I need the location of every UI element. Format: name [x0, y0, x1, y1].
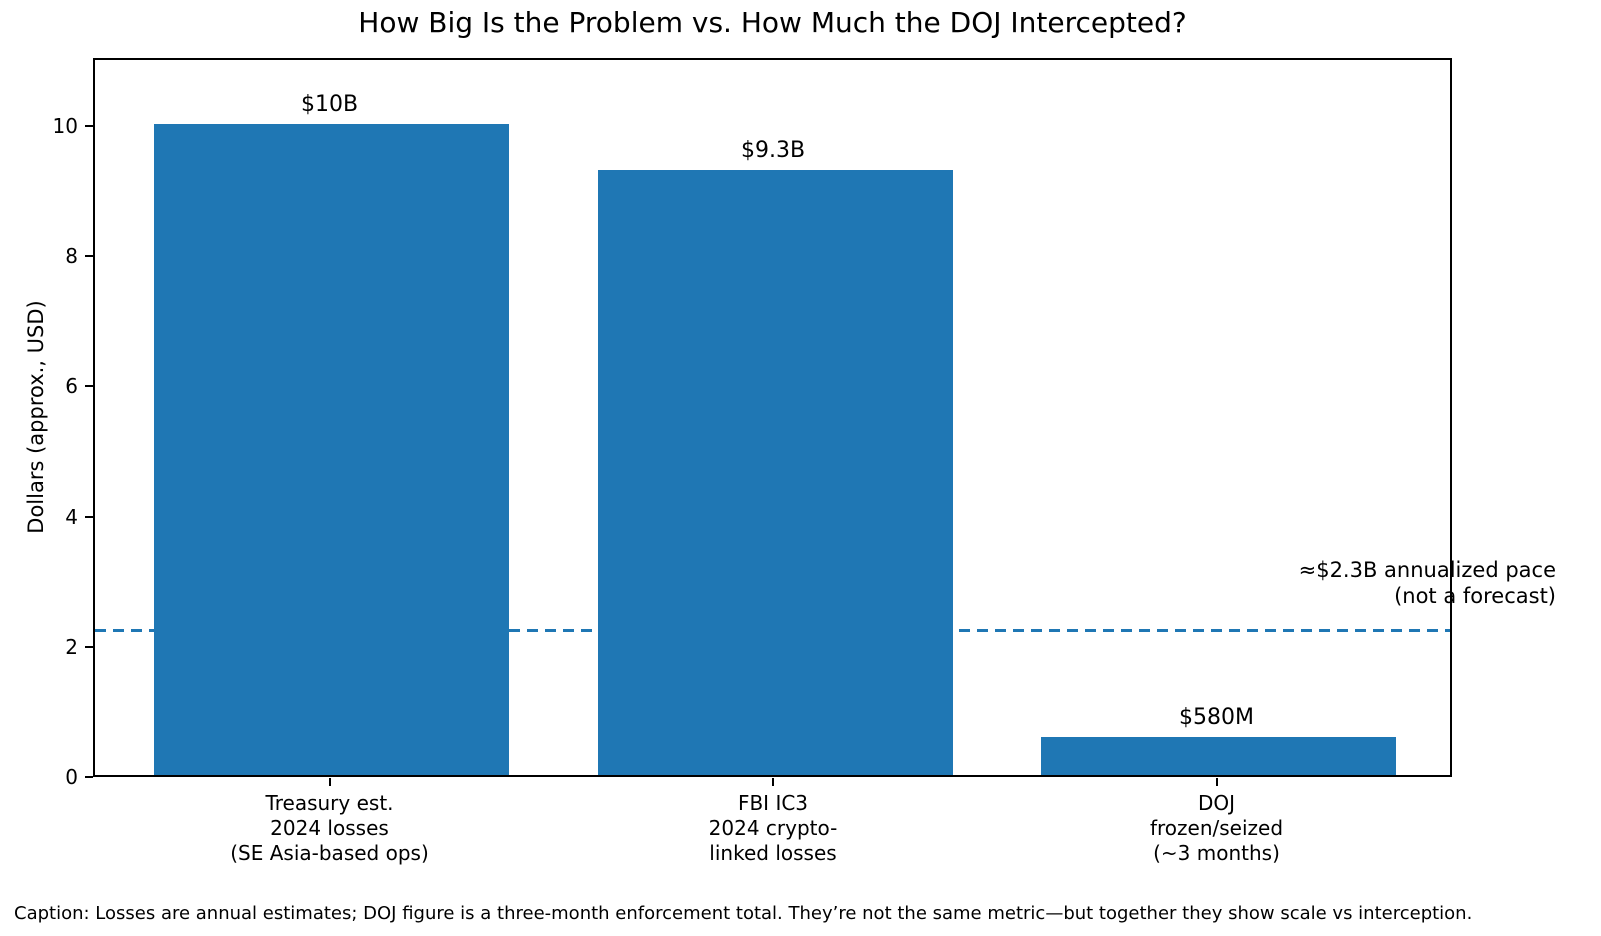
y-tick-label: 8	[65, 244, 78, 269]
y-tick-mark	[85, 125, 93, 127]
bar	[1041, 737, 1396, 775]
chart-title: How Big Is the Problem vs. How Much the …	[358, 6, 1187, 39]
y-tick-mark	[85, 515, 93, 518]
x-tick-mark	[1215, 778, 1218, 786]
bar-value-label: $580M	[1179, 705, 1254, 731]
x-tick-label: DOJ frozen/seized (~3 months)	[1149, 791, 1284, 865]
reference-line-annotation: ≈$2.3B annualized pace (not a forecast)	[1298, 558, 1556, 608]
y-tick-label: 4	[65, 504, 78, 529]
bar	[154, 124, 509, 775]
y-tick-label: 2	[65, 634, 78, 659]
bar	[597, 169, 953, 775]
y-axis-label: Dollars (approx., USD)	[24, 300, 48, 534]
plot-area	[93, 58, 1452, 777]
x-tick-mark	[772, 778, 774, 786]
y-tick-mark	[85, 776, 93, 778]
y-tick-label: 10	[52, 114, 78, 138]
x-tick-mark	[328, 778, 331, 786]
bar-value-label: $9.3B	[740, 137, 806, 163]
bar-value-label: $10B	[300, 92, 359, 117]
y-tick-mark	[85, 255, 93, 258]
x-tick-label: FBI IC3 2024 crypto- linked losses	[708, 791, 838, 865]
y-tick-label: 6	[65, 374, 78, 399]
y-tick-mark	[85, 385, 93, 388]
caption: Caption: Losses are annual estimates; DO…	[14, 903, 1473, 924]
x-tick-label: Treasury est. 2024 losses (SE Asia-based…	[230, 791, 429, 865]
y-tick-mark	[85, 645, 93, 648]
y-tick-label: 0	[65, 765, 78, 789]
